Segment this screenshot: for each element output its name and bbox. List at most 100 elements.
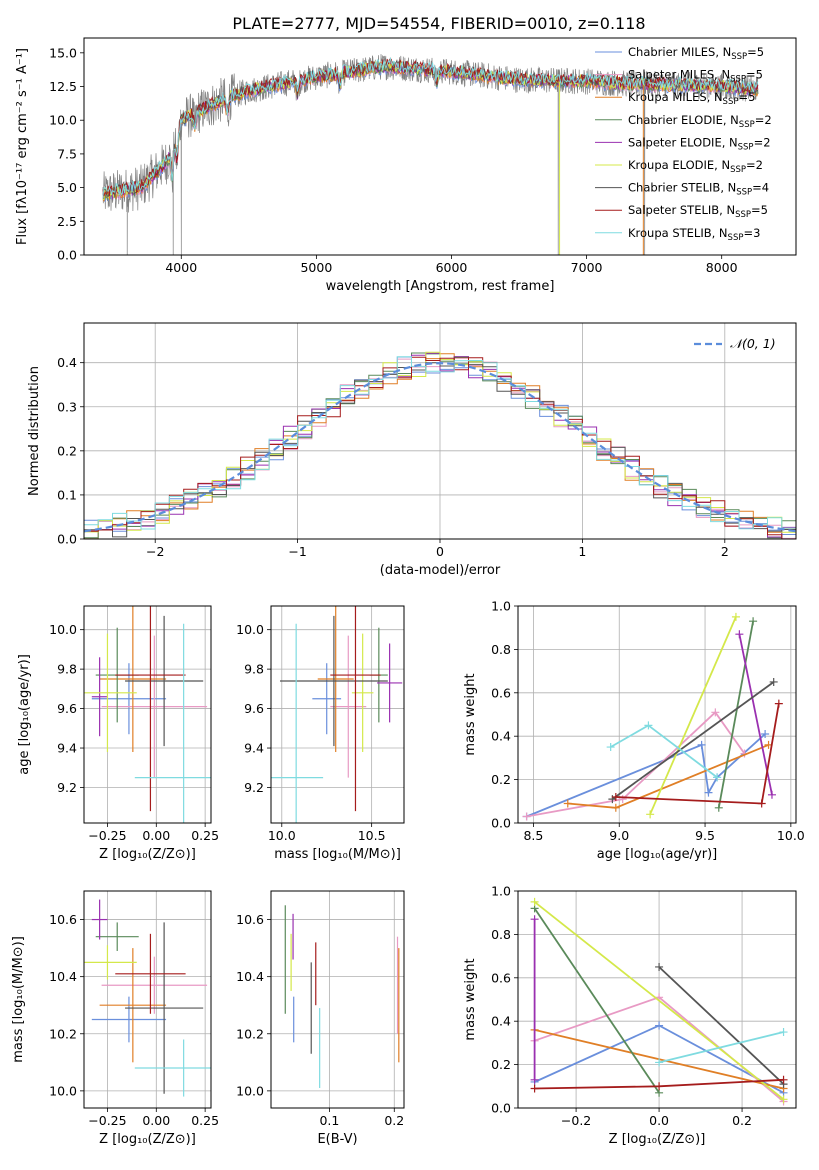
y-axis-label: mass weight bbox=[463, 958, 478, 1040]
errorbar-chabrier_miles bbox=[91, 996, 167, 1043]
x-tick-label: 8.5 bbox=[523, 828, 543, 843]
errorbar-kroupa_miles bbox=[99, 606, 167, 752]
panel-mass_vs_EBV: 0.1 0.2 10.0 10.2 10.4 10.6 E(B-V) bbox=[236, 890, 405, 1147]
x-tick-label: 0.25 bbox=[191, 828, 219, 843]
y-axis-label: mass [log₁₀(M/M⊙)] bbox=[11, 936, 26, 1063]
weight-marker bbox=[769, 677, 778, 686]
y-tick-label: 9.2 bbox=[244, 780, 264, 795]
weight-line-salpeter_stelib bbox=[615, 703, 780, 805]
legend-label: Salpeter STELIB, NSSP=5 bbox=[628, 203, 768, 220]
weight-marker bbox=[761, 730, 770, 739]
errorbar-salpeter_stelib bbox=[330, 606, 381, 812]
y-axis-label: Normed distribution bbox=[27, 366, 42, 496]
x-axis-label: Z [log₁₀(Z/Z⊙)] bbox=[99, 1132, 196, 1147]
ticks: 4000 5000 6000 7000 8000 0.0 2.5 5.0 7.5 10.0 12.5… bbox=[49, 45, 737, 275]
y-tick-label: 10.0 bbox=[49, 1083, 77, 1098]
y-axis-label: Flux [fλ10⁻¹⁷ erg cm⁻² s⁻¹ A⁻¹] bbox=[15, 48, 30, 245]
y-tick-label: 5.0 bbox=[57, 180, 77, 195]
ticks: −2 −1 0 1 2 0.0 0.1 0.2 0.3 0.4 bbox=[57, 355, 729, 559]
weight-line-salpeter_elodie bbox=[738, 634, 773, 795]
ticks: −0.2 0.0 0.2 0.0 0.2 0.4 0.6 0.8 1.0 bbox=[491, 884, 752, 1129]
weight-marker bbox=[530, 897, 539, 906]
x-tick-label: 8000 bbox=[706, 260, 738, 275]
x-tick-label: 10.0 bbox=[777, 828, 805, 843]
axes-frame bbox=[270, 605, 405, 824]
figure-title: PLATE=2777, MJD=54554, FIBERID=0010, z=0… bbox=[232, 14, 645, 33]
weight-marker bbox=[779, 1028, 788, 1037]
y-tick-label: 9.4 bbox=[57, 741, 77, 756]
y-tick-label: 0.4 bbox=[491, 729, 511, 744]
y-tick-label: 10.2 bbox=[49, 1026, 77, 1041]
legend: Chabrier MILES, NSSP=5 Salpeter MILES, NS… bbox=[595, 45, 772, 243]
errorbar-kroupa_elodie bbox=[84, 633, 137, 752]
x-tick-label: 7000 bbox=[571, 260, 603, 275]
weight-marker bbox=[749, 617, 758, 626]
weight-marker bbox=[767, 790, 776, 799]
panel-spectrum: 4000 5000 6000 7000 8000 0.0 2.5 5.0 7.5 10.0 12.5… bbox=[15, 37, 797, 294]
weight-marker bbox=[646, 810, 655, 819]
errorbar-kroupa_miles bbox=[99, 948, 167, 1063]
x-tick-label: −0.25 bbox=[88, 1113, 126, 1128]
x-tick-label: −0.25 bbox=[88, 828, 126, 843]
errorbar-salpeter_miles bbox=[101, 956, 208, 1014]
x-tick-label: 0.2 bbox=[732, 1113, 752, 1128]
errorbar-salpeter_miles bbox=[101, 635, 208, 778]
y-tick-label: 10.6 bbox=[236, 912, 264, 927]
legend-label: Salpeter ELODIE, NSSP=2 bbox=[628, 135, 771, 152]
y-tick-label: 10.6 bbox=[49, 912, 77, 927]
weight-marker bbox=[655, 1058, 664, 1067]
legend: 𝒩(0, 1) bbox=[694, 336, 776, 351]
ticks: −0.25 0.00 0.25 10.0 10.2 10.4 10.6 bbox=[49, 912, 219, 1128]
plot-area bbox=[102, 54, 759, 255]
errorbar-chabrier_stelib bbox=[125, 922, 204, 1094]
weight-line-chabrier_stelib bbox=[658, 966, 785, 1085]
x-axis-label: (data-model)/error bbox=[380, 563, 501, 578]
legend-label: 𝒩(0, 1) bbox=[730, 336, 776, 351]
weight-line-salpeter_miles bbox=[526, 710, 746, 818]
x-tick-label: 0.1 bbox=[319, 1113, 339, 1128]
y-tick-label: 0.8 bbox=[491, 927, 511, 942]
axes-frame bbox=[83, 322, 797, 540]
x-tick-label: 6000 bbox=[436, 260, 468, 275]
errorbar-kroupa_stelib bbox=[134, 1039, 211, 1097]
errorbar-chabrier_stelib bbox=[125, 615, 204, 747]
legend-label: Chabrier MILES, NSSP=5 bbox=[628, 45, 764, 62]
y-tick-label: 9.6 bbox=[244, 701, 264, 716]
y-tick-label: 0.0 bbox=[57, 532, 77, 547]
x-tick-label: 0.2 bbox=[384, 1113, 404, 1128]
weight-marker bbox=[704, 788, 713, 797]
errorbar-chabrier_elodie bbox=[95, 922, 139, 951]
y-tick-label: 10.0 bbox=[236, 622, 264, 637]
weight-marker bbox=[714, 803, 723, 812]
y-axis-label: age [log₁₀(age/yr)] bbox=[17, 654, 32, 775]
y-tick-label: 0.6 bbox=[491, 685, 511, 700]
ticks: 10.0 10.5 9.2 9.4 9.6 9.8 10.0 bbox=[236, 622, 385, 843]
y-tick-label: 10.4 bbox=[49, 969, 77, 984]
hist-chabrier_miles bbox=[84, 356, 796, 535]
x-axis-label: E(B-V) bbox=[317, 1132, 357, 1147]
y-tick-label: 0.2 bbox=[57, 443, 77, 458]
weight-line-chabrier_stelib bbox=[611, 681, 775, 800]
y-tick-label: 0.0 bbox=[57, 248, 77, 263]
x-axis-label: age [log₁₀(age/yr)] bbox=[597, 847, 718, 862]
y-tick-label: 0.4 bbox=[491, 1014, 511, 1029]
y-tick-label: 10.0 bbox=[49, 622, 77, 637]
y-tick-label: 0.3 bbox=[57, 399, 77, 414]
panel-weight_vs_Z: −0.2 0.0 0.2 0.0 0.2 0.4 0.6 0.8 1.0 Z [log₁₀(Z/Z… bbox=[463, 884, 797, 1147]
x-tick-label: 5000 bbox=[300, 260, 332, 275]
panel-weight_vs_age: 8.5 9.0 9.5 10.0 0.0 0.2 0.4 0.6 0.8 1.0 age [log₁… bbox=[463, 599, 805, 863]
weight-line-kroupa_miles bbox=[567, 744, 769, 809]
plot-area bbox=[84, 351, 796, 539]
data-spectrum-line bbox=[102, 54, 759, 255]
x-tick-label: −0.2 bbox=[561, 1113, 591, 1128]
weight-marker bbox=[522, 812, 531, 821]
weight-marker bbox=[757, 799, 766, 808]
y-tick-label: 9.4 bbox=[244, 741, 264, 756]
y-tick-label: 1.0 bbox=[491, 599, 511, 614]
weight-line-kroupa_elodie bbox=[649, 616, 737, 815]
weight-marker bbox=[735, 630, 744, 639]
y-tick-label: 0.8 bbox=[491, 642, 511, 657]
weight-marker bbox=[530, 1084, 539, 1093]
weight-marker bbox=[655, 1021, 664, 1030]
weight-marker bbox=[779, 1075, 788, 1084]
